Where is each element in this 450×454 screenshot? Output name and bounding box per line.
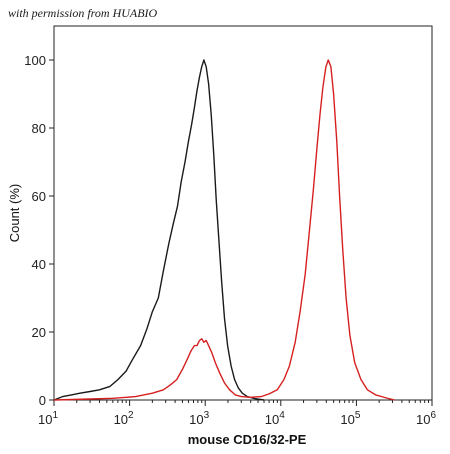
x-tick-label: 106	[416, 410, 436, 427]
y-axis-title: Count (%)	[7, 184, 22, 243]
series-line-red	[53, 59, 395, 401]
y-tick-label: 40	[32, 257, 46, 272]
y-tick-label: 80	[32, 121, 46, 136]
y-tick-label: 20	[32, 325, 46, 340]
x-tick-label: 102	[114, 410, 134, 427]
y-tick-label: 60	[32, 189, 46, 204]
x-tick-label: 105	[340, 410, 360, 427]
watermark: with permission from HUABIO	[8, 6, 158, 20]
x-axis-title: mouse CD16/32-PE	[188, 432, 307, 447]
y-tick-label: 0	[39, 393, 46, 408]
plot-frame	[53, 25, 433, 401]
x-tick-label: 104	[265, 410, 285, 427]
x-tick-label: 103	[189, 410, 209, 427]
series-line-black	[53, 59, 265, 401]
y-tick-label: 100	[24, 53, 46, 68]
x-tick-label: 101	[38, 410, 58, 427]
